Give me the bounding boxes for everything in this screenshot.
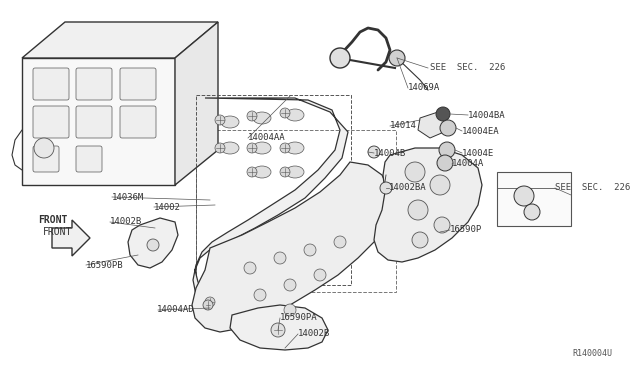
Polygon shape (52, 220, 90, 256)
Text: 14002BA: 14002BA (389, 183, 427, 192)
Polygon shape (193, 98, 348, 308)
Circle shape (368, 146, 380, 158)
Bar (196, 130, 396, 292)
Circle shape (274, 252, 286, 264)
Circle shape (334, 236, 346, 248)
Circle shape (330, 48, 350, 68)
Ellipse shape (253, 142, 271, 154)
Circle shape (439, 142, 455, 158)
Circle shape (273, 325, 283, 335)
FancyBboxPatch shape (33, 68, 69, 100)
Circle shape (434, 217, 450, 233)
Circle shape (280, 108, 290, 118)
Circle shape (380, 182, 392, 194)
Circle shape (314, 269, 326, 281)
Text: 14004AD: 14004AD (157, 305, 195, 314)
Text: 14004BA: 14004BA (468, 110, 506, 119)
Text: 14002B: 14002B (110, 218, 142, 227)
Text: 14036M: 14036M (112, 192, 144, 202)
Circle shape (284, 279, 296, 291)
Ellipse shape (253, 166, 271, 178)
Text: FRONT: FRONT (38, 215, 67, 225)
Bar (196, 95, 351, 285)
FancyBboxPatch shape (33, 146, 59, 172)
Text: R140004U: R140004U (572, 349, 612, 357)
Circle shape (280, 167, 290, 177)
Circle shape (280, 143, 290, 153)
FancyBboxPatch shape (76, 106, 112, 138)
Circle shape (244, 262, 256, 274)
Circle shape (408, 200, 428, 220)
FancyBboxPatch shape (76, 68, 112, 100)
Circle shape (271, 323, 285, 337)
Polygon shape (22, 22, 218, 58)
Ellipse shape (221, 142, 239, 154)
Polygon shape (418, 112, 446, 138)
Circle shape (514, 186, 534, 206)
Text: FRONT: FRONT (43, 227, 72, 237)
Text: 14004AA: 14004AA (248, 134, 285, 142)
Polygon shape (175, 22, 218, 185)
Polygon shape (22, 58, 175, 185)
FancyBboxPatch shape (120, 68, 156, 100)
Circle shape (203, 300, 213, 310)
Circle shape (389, 50, 405, 66)
FancyBboxPatch shape (120, 106, 156, 138)
Circle shape (437, 155, 453, 171)
Text: SEE  SEC.  226: SEE SEC. 226 (430, 64, 505, 73)
Circle shape (247, 143, 257, 153)
Circle shape (304, 244, 316, 256)
Circle shape (147, 239, 159, 251)
Polygon shape (374, 148, 482, 262)
Text: 16590PB: 16590PB (86, 260, 124, 269)
Circle shape (205, 297, 215, 307)
Ellipse shape (253, 112, 271, 124)
Circle shape (430, 175, 450, 195)
Circle shape (215, 143, 225, 153)
Circle shape (412, 232, 428, 248)
Bar (497, 172, 571, 226)
Polygon shape (230, 305, 328, 350)
Text: SEE  SEC.  226: SEE SEC. 226 (555, 183, 630, 192)
Text: 14014: 14014 (390, 122, 417, 131)
Ellipse shape (286, 142, 304, 154)
Ellipse shape (286, 166, 304, 178)
FancyBboxPatch shape (76, 146, 102, 172)
Circle shape (440, 120, 456, 136)
Text: 14002B: 14002B (298, 330, 330, 339)
Circle shape (524, 204, 540, 220)
FancyBboxPatch shape (33, 106, 69, 138)
Text: 14004EA: 14004EA (462, 126, 500, 135)
Polygon shape (128, 218, 178, 268)
Circle shape (436, 107, 450, 121)
Text: 14004B: 14004B (374, 148, 406, 157)
Text: 14004A: 14004A (452, 160, 484, 169)
Ellipse shape (221, 116, 239, 128)
Polygon shape (192, 162, 390, 332)
Circle shape (215, 115, 225, 125)
Circle shape (284, 304, 296, 316)
Circle shape (405, 162, 425, 182)
Text: 14002: 14002 (154, 202, 181, 212)
Circle shape (254, 289, 266, 301)
Circle shape (247, 111, 257, 121)
Text: 14004E: 14004E (462, 148, 494, 157)
Ellipse shape (286, 109, 304, 121)
Text: 16590PA: 16590PA (280, 314, 317, 323)
Text: 16590P: 16590P (450, 225, 483, 234)
Circle shape (247, 167, 257, 177)
Circle shape (34, 138, 54, 158)
Text: 14069A: 14069A (408, 83, 440, 93)
